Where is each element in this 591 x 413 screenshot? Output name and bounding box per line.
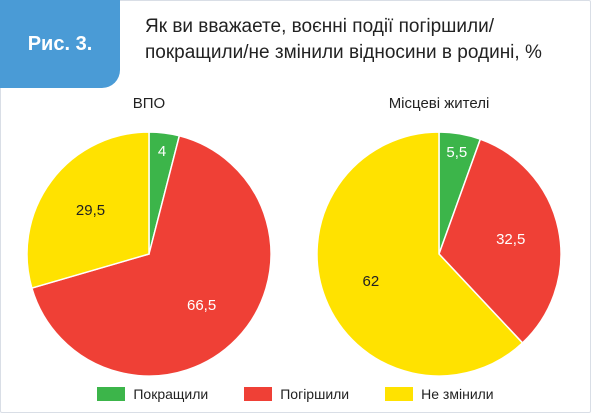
figure-number-badge: Рис. 3. <box>0 0 120 88</box>
figure-title: Як ви вважаете, воєнні події погіршили/ … <box>145 14 575 66</box>
pie-slice-vpo-worsened <box>30 134 272 377</box>
data-label-vpo-unchanged: 29,5 <box>76 202 105 219</box>
legend-swatch-unchanged <box>385 387 414 401</box>
legend-item-improved: Покращили <box>97 386 208 402</box>
legend-item-worsened: Погіршили <box>244 386 349 402</box>
data-label-local-unchanged: 62 <box>363 273 380 290</box>
pie-title-vpo: ВПО <box>133 95 165 112</box>
data-label-vpo-improved: 4 <box>158 143 166 160</box>
pie-slice-local-unchanged <box>316 131 524 377</box>
legend-label-improved: Покращили <box>133 386 209 402</box>
legend-label-unchanged: Не змінили <box>421 386 494 402</box>
data-label-vpo-worsened: 66,5 <box>187 297 216 314</box>
pie-title-local: Місцеві жителі <box>389 95 490 112</box>
legend-item-unchanged: Не змінили <box>385 386 494 402</box>
legend: Покращили Погіршили Не змінили <box>0 383 591 405</box>
legend-swatch-improved <box>97 387 126 401</box>
figure-title-line-1: Як ви вважаете, воєнні події погіршили/ <box>145 16 495 37</box>
data-label-local-improved: 5,5 <box>446 144 467 161</box>
figure-number: Рис. 3. <box>27 32 93 55</box>
data-label-local-worsened: 32,5 <box>496 231 525 248</box>
pie-slice-vpo-unchanged <box>26 131 150 289</box>
legend-swatch-worsened <box>244 387 273 401</box>
pie-slice-local-worsened <box>438 138 562 344</box>
legend-label-worsened: Погіршили <box>280 386 350 402</box>
figure-title-line-2: покращили/не змінили відносини в родині,… <box>145 42 542 63</box>
